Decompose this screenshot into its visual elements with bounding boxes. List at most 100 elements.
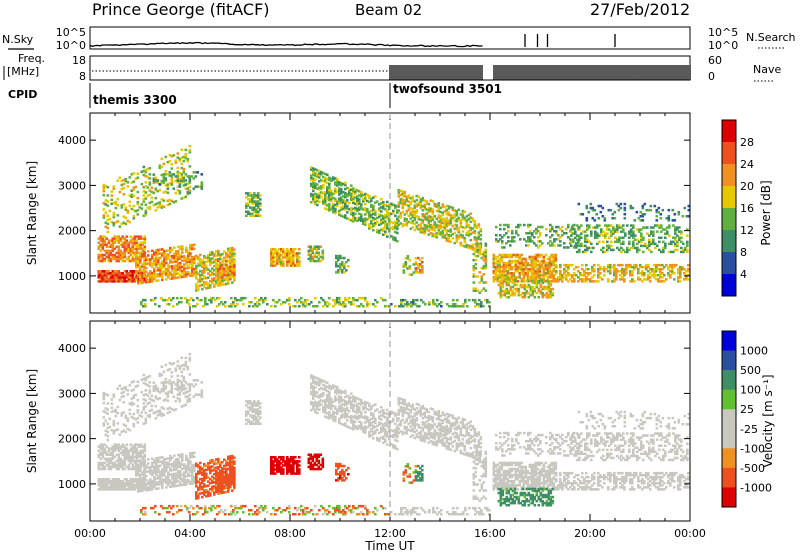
power-cell <box>531 232 534 235</box>
power-cell <box>517 291 521 295</box>
power-cell <box>660 250 663 254</box>
power-cell <box>621 278 624 281</box>
power-cell <box>494 257 498 261</box>
velocity-cell <box>157 475 160 478</box>
power-cell <box>561 229 564 233</box>
power-cell <box>328 178 331 182</box>
power-cell <box>496 278 500 281</box>
power-cell <box>317 253 321 257</box>
velocity-cell <box>179 484 182 487</box>
power-cell <box>103 276 107 279</box>
power-cell <box>257 194 260 197</box>
power-cell <box>402 265 406 268</box>
power-cell <box>405 220 409 223</box>
power-cell <box>336 296 339 300</box>
velocity-cell <box>173 480 176 484</box>
power-cell <box>459 225 463 228</box>
velocity-cell <box>149 486 152 489</box>
power-cell <box>119 239 123 242</box>
power-cell <box>544 274 548 277</box>
power-cell <box>159 262 162 266</box>
power-cell <box>685 278 688 281</box>
power-cell <box>167 249 170 252</box>
velocity-cell <box>117 467 121 471</box>
power-cell <box>346 192 349 196</box>
power-cell <box>207 272 210 275</box>
power-cell <box>231 263 234 266</box>
power-cell <box>578 244 581 248</box>
velocity-cell <box>113 488 117 491</box>
power-cell <box>129 241 133 244</box>
power-cell <box>276 262 279 265</box>
colorbar-swatch <box>722 142 736 165</box>
power-cell <box>386 204 389 208</box>
power-cell <box>119 253 123 257</box>
power-cell <box>666 232 669 235</box>
power-cell <box>109 249 113 253</box>
power-cell <box>213 283 216 286</box>
power-cell <box>480 252 484 256</box>
power-cell <box>101 253 105 257</box>
velocity-cell <box>183 479 186 482</box>
power-cell <box>550 276 554 279</box>
power-cell <box>223 271 226 275</box>
velocity-cell <box>151 463 154 467</box>
power-cell <box>514 255 518 259</box>
power-cell <box>547 296 551 299</box>
power-cell <box>288 262 291 265</box>
power-cell <box>567 267 570 271</box>
power-cell <box>229 267 232 271</box>
power-cell <box>211 267 214 270</box>
power-cell <box>449 228 453 231</box>
velocity-cell <box>111 484 115 487</box>
power-cell <box>435 209 439 212</box>
velocity-cell <box>127 484 131 487</box>
velocity-cell <box>135 482 139 485</box>
power-cell <box>686 234 689 237</box>
power-cell <box>175 270 178 273</box>
power-cell <box>546 263 550 267</box>
velocity-cell <box>109 480 113 483</box>
power-cell <box>521 291 525 295</box>
power-cell <box>223 267 226 271</box>
power-cell <box>122 186 126 190</box>
power-cell <box>185 271 188 274</box>
power-cell <box>463 226 467 230</box>
power-cell <box>516 267 520 271</box>
power-cell <box>538 255 542 259</box>
power-cell <box>211 257 214 260</box>
power-cell <box>328 196 331 200</box>
power-cell <box>150 186 154 189</box>
power-cell <box>384 216 387 219</box>
power-cell <box>121 276 125 279</box>
power-cell <box>501 293 505 297</box>
power-cell <box>569 278 572 281</box>
power-cell <box>133 280 137 283</box>
power-cell <box>178 183 182 186</box>
power-cell <box>647 208 651 212</box>
colorbar-swatch <box>722 164 736 187</box>
power-cell <box>445 204 449 208</box>
power-cell <box>461 211 465 215</box>
power-cell <box>290 264 293 267</box>
power-cell <box>441 225 445 229</box>
power-cell <box>348 208 351 211</box>
power-cell <box>362 296 365 300</box>
power-cell <box>316 173 319 176</box>
velocity-cell <box>99 457 103 461</box>
power-cell <box>443 224 447 227</box>
power-cell <box>668 250 671 254</box>
power-cell <box>144 298 147 302</box>
power-cell <box>105 245 109 248</box>
power-cell <box>660 230 663 233</box>
velocity-cell <box>111 445 115 448</box>
velocity-cell <box>137 480 141 483</box>
power-cell <box>526 276 530 279</box>
power-cell <box>671 219 675 222</box>
velocity-cell <box>133 459 137 463</box>
velocity-cell <box>137 445 141 448</box>
power-cell <box>528 263 532 267</box>
power-cell <box>680 240 683 244</box>
power-cell <box>599 272 602 275</box>
power-cell <box>507 223 510 227</box>
